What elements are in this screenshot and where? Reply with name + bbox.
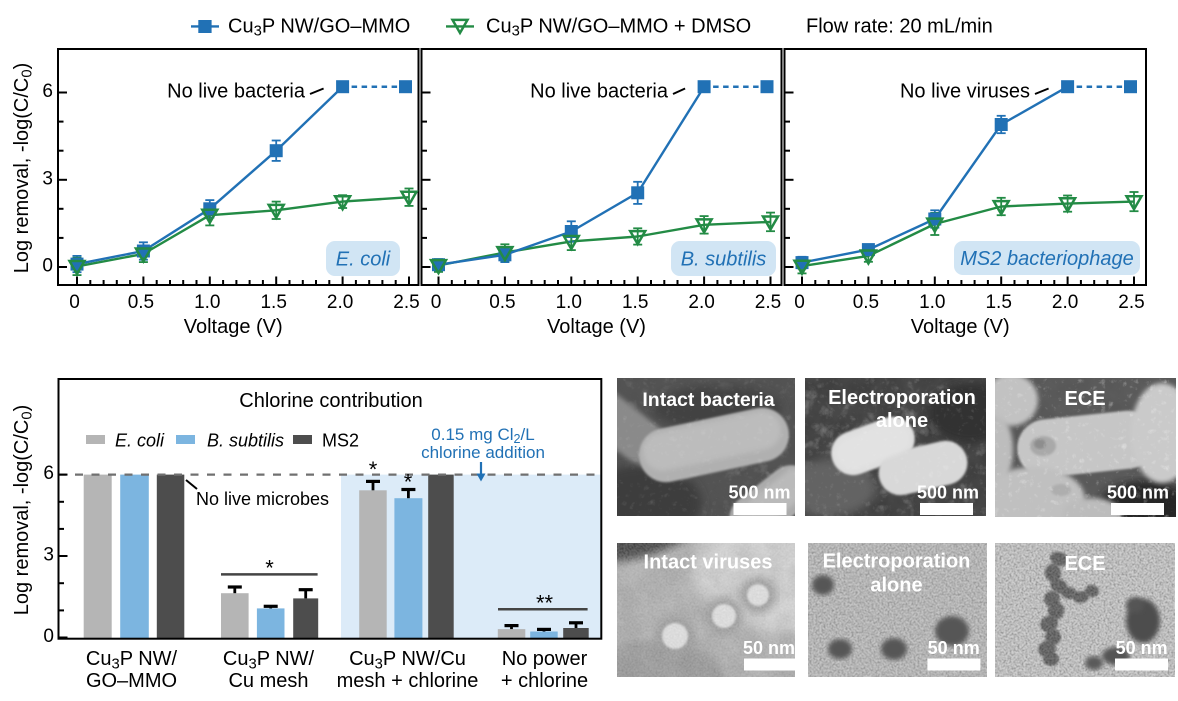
svg-text:500 nm: 500 nm [728, 483, 790, 503]
svg-text:E. coli: E. coli [115, 431, 165, 451]
svg-text:1.0: 1.0 [194, 292, 220, 313]
svg-text:chlorine addition: chlorine addition [421, 443, 545, 462]
svg-text:mesh + chlorine: mesh + chlorine [337, 670, 479, 692]
svg-text:2.0: 2.0 [688, 292, 714, 313]
svg-text:500 nm: 500 nm [917, 483, 979, 503]
svg-text:Chlorine contribution: Chlorine contribution [239, 390, 422, 412]
svg-text:Voltage (V): Voltage (V) [184, 316, 283, 338]
svg-text:0: 0 [431, 292, 442, 313]
svg-text:2.5: 2.5 [1118, 292, 1144, 313]
svg-text:Intact bacteria: Intact bacteria [642, 389, 774, 411]
svg-text:MS2: MS2 [322, 431, 359, 451]
svg-text:6: 6 [43, 463, 54, 484]
svg-text:1.5: 1.5 [260, 292, 286, 313]
svg-text:500 nm: 500 nm [1107, 483, 1169, 503]
svg-text:50 nm: 50 nm [743, 638, 795, 658]
svg-text:0.5: 0.5 [128, 292, 154, 313]
svg-text:2.5: 2.5 [755, 292, 781, 313]
svg-text:1.5: 1.5 [985, 292, 1011, 313]
svg-text:Cu3​P NW/Cu: Cu3​P NW/Cu [349, 648, 466, 672]
svg-text:0: 0 [69, 292, 80, 313]
svg-text:2.5: 2.5 [393, 292, 419, 313]
svg-text:Voltage (V): Voltage (V) [547, 316, 646, 338]
svg-text:0.5: 0.5 [489, 292, 515, 313]
svg-text:*: * [404, 470, 413, 495]
svg-text:ECE: ECE [1064, 388, 1105, 410]
svg-text:1.0: 1.0 [919, 292, 945, 313]
svg-text:No live viruses: No live viruses [900, 81, 1030, 103]
svg-text:1.5: 1.5 [622, 292, 648, 313]
svg-text:E. coli: E. coli [336, 248, 391, 270]
svg-text:Cu3​P NW/GO–MMO: Cu3​P NW/GO–MMO [228, 15, 410, 39]
svg-text:Cu3​P NW/: Cu3​P NW/ [86, 648, 178, 672]
svg-text:ECE: ECE [1064, 553, 1105, 575]
svg-text:Cu mesh: Cu mesh [228, 670, 308, 692]
svg-text:Log removal, -log(C/C0): Log removal, -log(C/C0) [11, 405, 35, 616]
svg-text:B. subtilis: B. subtilis [681, 248, 767, 270]
svg-text:Log removal, -log(C/C0): Log removal, -log(C/C0) [11, 63, 35, 274]
svg-text:+ chlorine: + chlorine [501, 670, 588, 692]
svg-text:B. subtilis: B. subtilis [207, 431, 284, 451]
svg-text:2.0: 2.0 [1052, 292, 1078, 313]
svg-text:1.0: 1.0 [556, 292, 582, 313]
svg-text:GO–MMO: GO–MMO [86, 670, 177, 692]
svg-text:2.0: 2.0 [327, 292, 353, 313]
svg-text:0: 0 [43, 626, 54, 647]
svg-text:*: * [369, 457, 378, 482]
svg-text:No live bacteria: No live bacteria [530, 81, 669, 103]
svg-text:Cu3​P NW/: Cu3​P NW/ [223, 648, 315, 672]
svg-text:No live bacteria: No live bacteria [167, 81, 306, 103]
svg-text:Intact viruses: Intact viruses [644, 552, 773, 574]
svg-text:6: 6 [42, 81, 53, 102]
svg-text:alone: alone [876, 410, 928, 432]
svg-text:50 nm: 50 nm [928, 638, 980, 658]
svg-text:0.5: 0.5 [853, 292, 879, 313]
svg-text:50 nm: 50 nm [1116, 638, 1168, 658]
svg-text:Cu3​P NW/GO–MMO + DMSO: Cu3​P NW/GO–MMO + DMSO [486, 15, 751, 39]
svg-text:MS2 bacteriophage: MS2 bacteriophage [960, 248, 1133, 270]
svg-text:**: ** [536, 591, 554, 616]
svg-text:3: 3 [42, 168, 53, 189]
svg-text:Electroporation: Electroporation [823, 551, 971, 573]
svg-text:No live microbes: No live microbes [196, 489, 329, 509]
svg-text:alone: alone [870, 575, 922, 597]
svg-text:0.15 mg Cl2​/L: 0.15 mg Cl2​/L [431, 425, 534, 446]
svg-text:Voltage (V): Voltage (V) [911, 316, 1010, 338]
svg-text:Flow rate: 20 mL/min: Flow rate: 20 mL/min [806, 15, 993, 37]
svg-text:*: * [265, 556, 274, 581]
svg-text:0: 0 [42, 256, 53, 277]
svg-text:No power: No power [502, 648, 588, 670]
svg-text:Electroporation: Electroporation [828, 387, 976, 409]
svg-text:0: 0 [794, 292, 805, 313]
svg-text:3: 3 [43, 545, 54, 566]
